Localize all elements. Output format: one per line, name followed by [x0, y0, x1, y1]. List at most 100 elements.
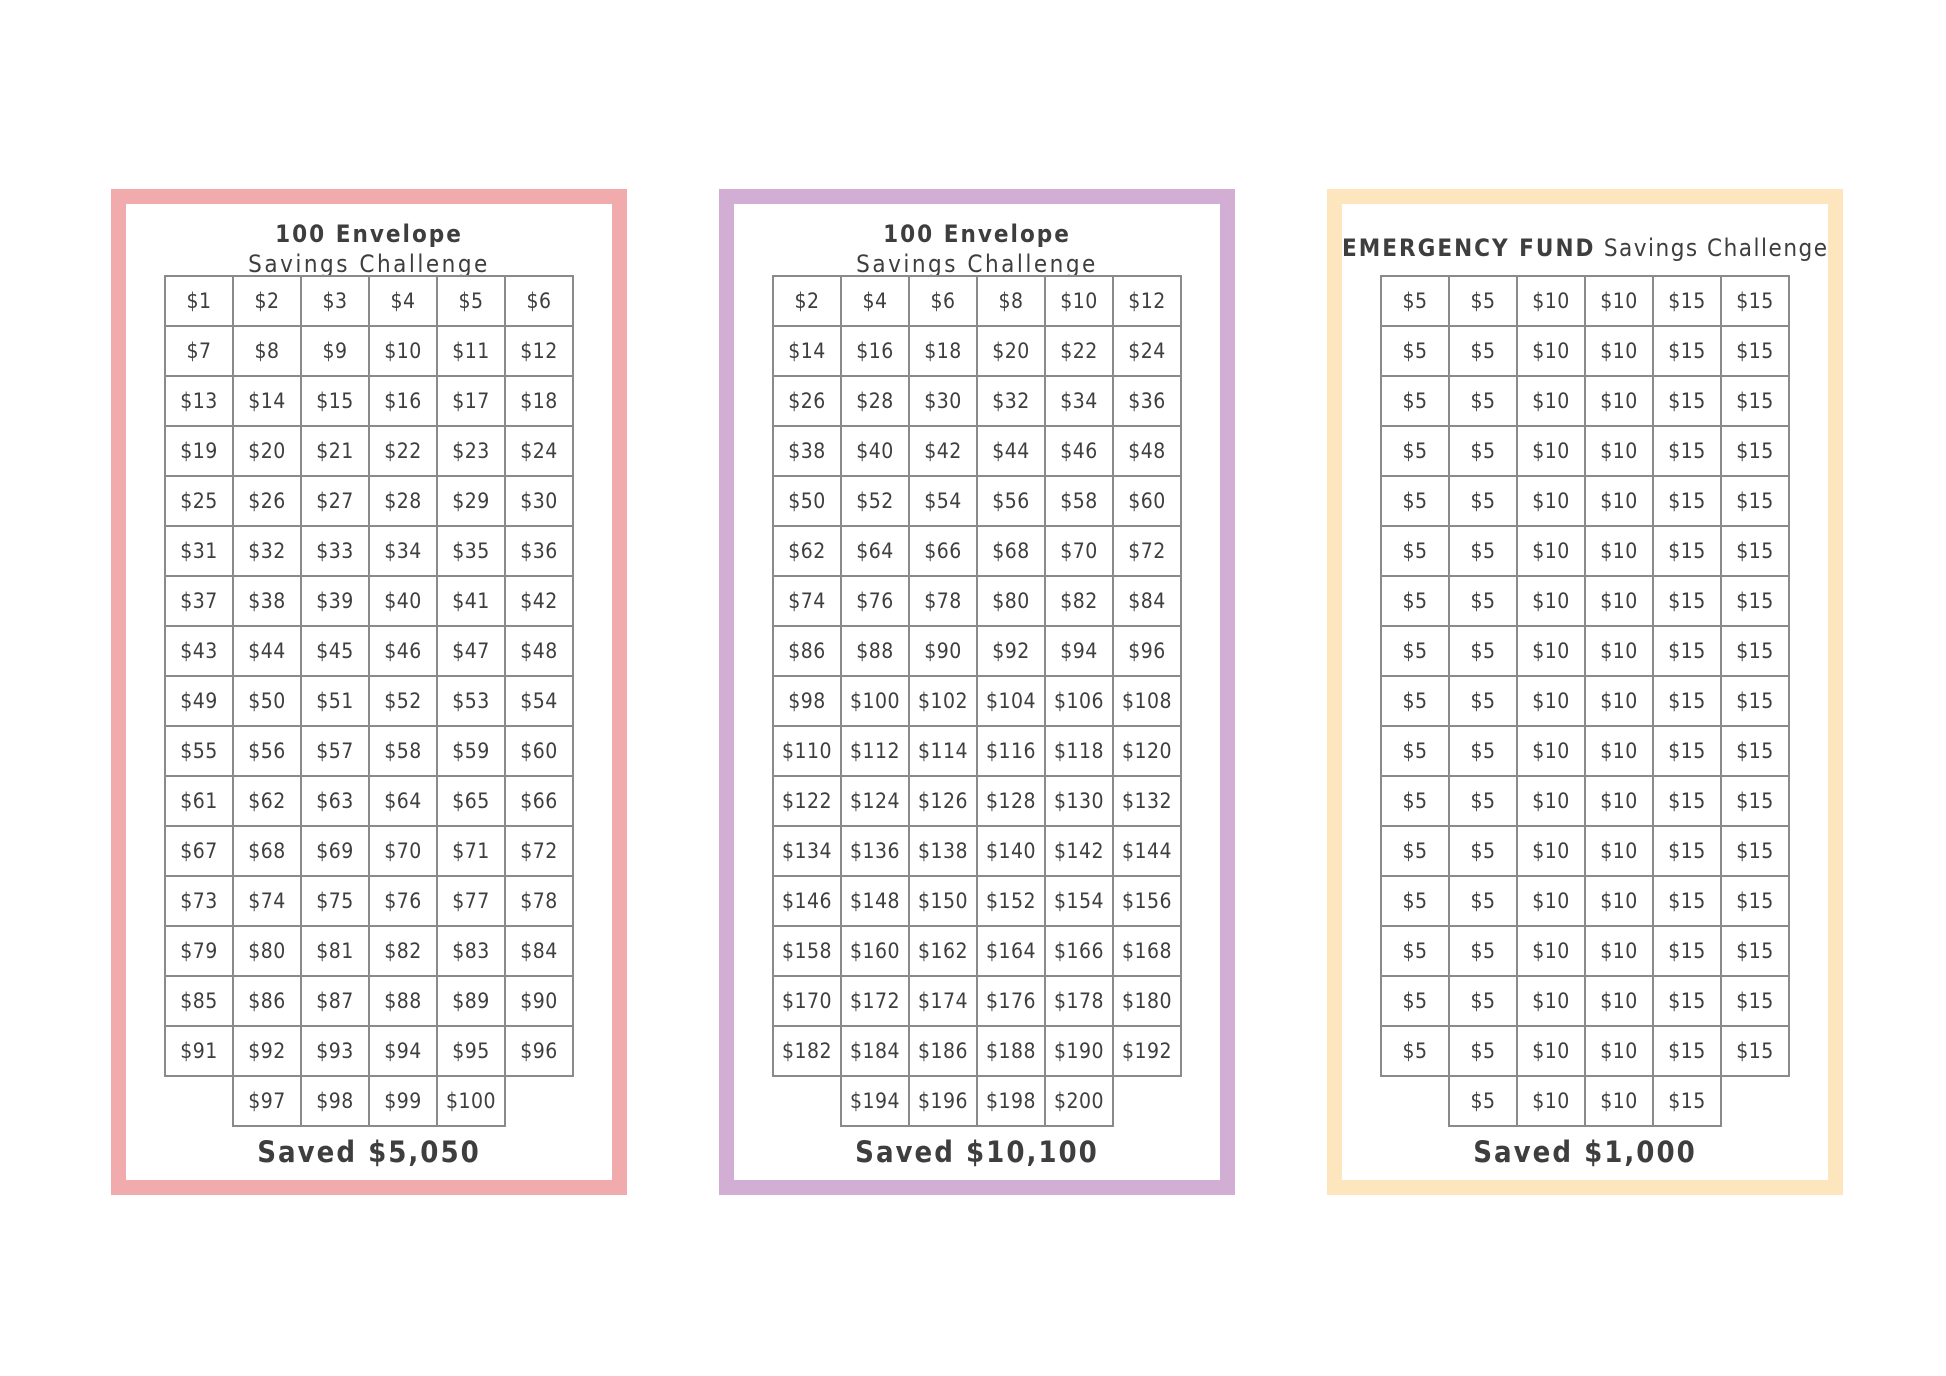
envelope-cell: $5: [1380, 475, 1450, 527]
envelope-cell: $10: [1584, 525, 1654, 577]
envelope-cell: $54: [504, 675, 574, 727]
envelope-cell: $57: [300, 725, 370, 777]
envelope-cell: $44: [976, 425, 1046, 477]
envelope-cell: $10: [1044, 275, 1114, 327]
envelope-cell: $10: [1584, 825, 1654, 877]
envelope-cell: $4: [368, 275, 438, 327]
envelope-cell: $10: [1584, 1075, 1654, 1127]
envelope-cell: $5: [1380, 925, 1450, 977]
envelope-cell: $90: [504, 975, 574, 1027]
envelope-cell: $126: [908, 775, 978, 827]
envelope-cell: $49: [164, 675, 234, 727]
envelope-cell: $99: [368, 1075, 438, 1127]
envelope-cell: $36: [1112, 375, 1182, 427]
envelope-cell: $15: [1720, 475, 1790, 527]
envelope-cell: $8: [232, 325, 302, 377]
envelope-cell: $12: [504, 325, 574, 377]
envelope-cell: $15: [1720, 425, 1790, 477]
envelope-cell: $84: [504, 925, 574, 977]
envelope-cell: $40: [840, 425, 910, 477]
envelope-cell: $182: [772, 1025, 842, 1077]
envelope-cell: $24: [1112, 325, 1182, 377]
envelope-cell: $38: [232, 575, 302, 627]
envelope-cell: $5: [1448, 625, 1518, 677]
envelope-cell: $15: [1652, 975, 1722, 1027]
envelope-cell: $15: [1720, 925, 1790, 977]
envelope-cell: $30: [504, 475, 574, 527]
envelope-cell: $5: [1380, 825, 1450, 877]
envelope-cell: $37: [164, 575, 234, 627]
envelope-cell: $200: [1044, 1075, 1114, 1127]
envelope-cell: $58: [1044, 475, 1114, 527]
envelope-cell: $14: [772, 325, 842, 377]
envelope-cell: $5: [1448, 725, 1518, 777]
envelope-cell: $89: [436, 975, 506, 1027]
envelope-cell: $152: [976, 875, 1046, 927]
envelope-cell: $5: [1380, 775, 1450, 827]
envelope-cell: $180: [1112, 975, 1182, 1027]
saved-total: Saved $5,050: [257, 1135, 481, 1169]
envelope-cell: $188: [976, 1025, 1046, 1077]
envelope-cell: $17: [436, 375, 506, 427]
envelope-cell: $15: [1652, 1025, 1722, 1077]
envelope-cell: $71: [436, 825, 506, 877]
envelope-cell: $70: [1044, 525, 1114, 577]
envelope-cell: $56: [976, 475, 1046, 527]
envelope-cell: $100: [436, 1075, 506, 1127]
envelope-cell: $5: [1380, 425, 1450, 477]
envelope-cell: $5: [1380, 725, 1450, 777]
envelope-cell: $77: [436, 875, 506, 927]
envelope-cell: $66: [504, 775, 574, 827]
envelope-cell: $15: [1652, 575, 1722, 627]
envelope-cell: $102: [908, 675, 978, 727]
envelope-cell: $15: [1652, 825, 1722, 877]
envelope-cell: $90: [908, 625, 978, 677]
envelope-cell: $18: [908, 325, 978, 377]
envelope-cell: $41: [436, 575, 506, 627]
envelope-cell: $170: [772, 975, 842, 1027]
envelope-cell: $9: [300, 325, 370, 377]
envelope-cell: $186: [908, 1025, 978, 1077]
envelope-cell: $61: [164, 775, 234, 827]
envelope-cell: $15: [1720, 1025, 1790, 1077]
envelope-cell: $15: [1652, 775, 1722, 827]
envelope-cell: $10: [1516, 275, 1586, 327]
envelope-cell: $21: [300, 425, 370, 477]
envelope-cell: $15: [1652, 725, 1722, 777]
envelope-cell: $15: [1652, 525, 1722, 577]
envelope-cell: $26: [232, 475, 302, 527]
envelope-cell: $47: [436, 625, 506, 677]
envelope-cell: $15: [1652, 875, 1722, 927]
envelope-cell: $5: [1380, 675, 1450, 727]
envelope-cell: $76: [840, 575, 910, 627]
envelope-cell: $5: [1448, 525, 1518, 577]
envelope-cell: $190: [1044, 1025, 1114, 1077]
title-subtitle: Savings Challenge: [248, 250, 490, 278]
envelope-cell: $39: [300, 575, 370, 627]
envelope-cell: $196: [908, 1075, 978, 1127]
envelope-cell: $162: [908, 925, 978, 977]
envelope-cell: $6: [504, 275, 574, 327]
envelope-cell: $15: [1720, 275, 1790, 327]
envelope-cell: $32: [976, 375, 1046, 427]
envelope-cell: $10: [1516, 575, 1586, 627]
envelope-cell: $146: [772, 875, 842, 927]
envelope-cell: $83: [436, 925, 506, 977]
envelope-cell: $15: [1652, 1075, 1722, 1127]
envelope-cell: $48: [1112, 425, 1182, 477]
envelope-cell: $94: [1044, 625, 1114, 677]
envelope-cell: $22: [1044, 325, 1114, 377]
envelope-cell: $10: [1516, 925, 1586, 977]
envelope-cell: $16: [840, 325, 910, 377]
envelope-cell: $10: [1516, 725, 1586, 777]
envelope-cell: $144: [1112, 825, 1182, 877]
envelope-cell: $5: [1380, 275, 1450, 327]
envelope-cell: $104: [976, 675, 1046, 727]
envelope-cell: $22: [368, 425, 438, 477]
envelope-cell: $82: [1044, 575, 1114, 627]
envelope-cell: $56: [232, 725, 302, 777]
envelope-cell: $10: [1516, 425, 1586, 477]
envelope-cell: $156: [1112, 875, 1182, 927]
envelope-cell: $92: [232, 1025, 302, 1077]
envelope-cell: $10: [1584, 625, 1654, 677]
